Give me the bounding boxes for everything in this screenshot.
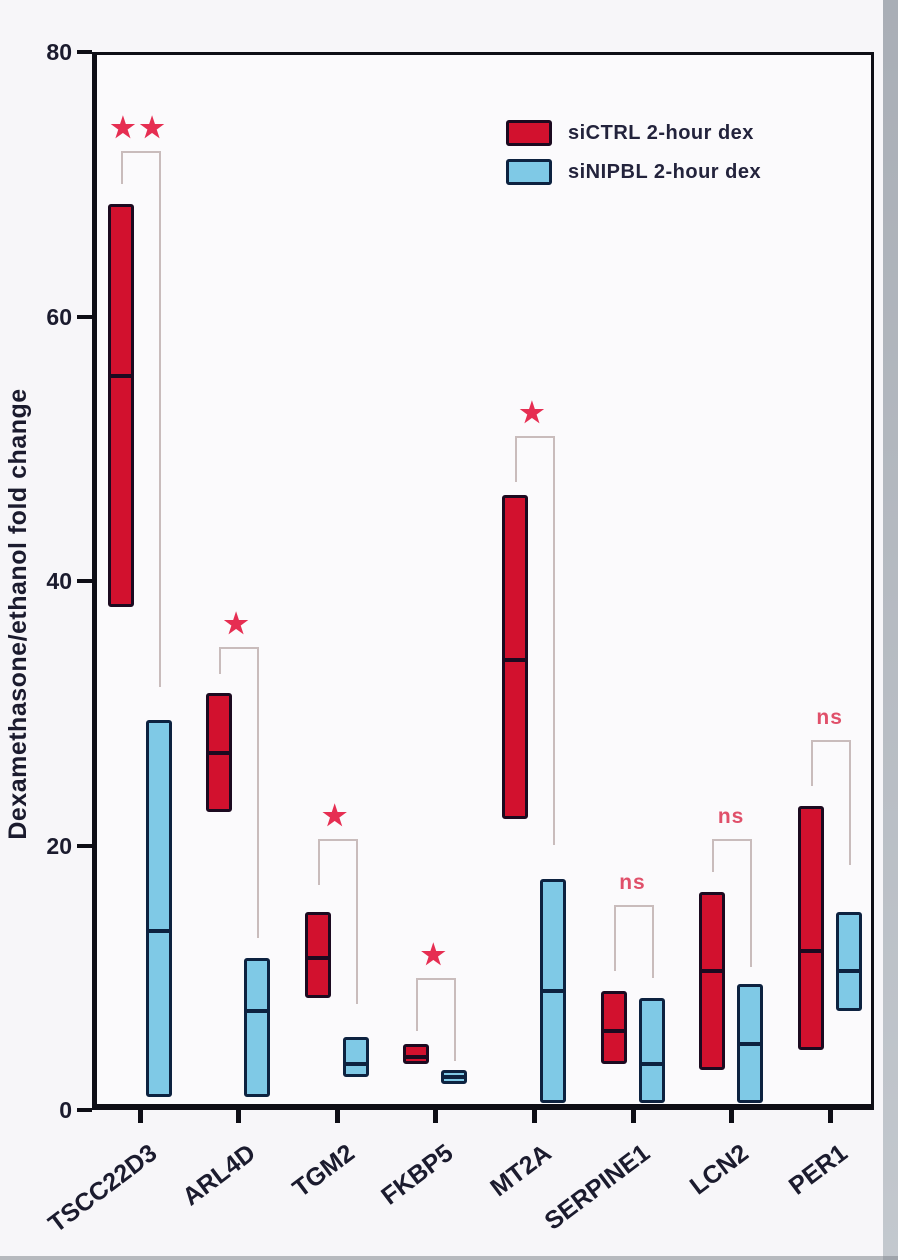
sig-bracket: [810, 739, 849, 742]
sig-bracket: [810, 739, 813, 786]
median-line: [108, 374, 133, 378]
median-line: [700, 969, 725, 974]
y-axis-tick: [77, 314, 92, 319]
sig-bracket: [514, 435, 517, 482]
y-axis-tick: [77, 579, 92, 583]
sig-label: ★: [420, 938, 450, 970]
bar-sictrl: [797, 805, 824, 1051]
x-axis-tick: [729, 1110, 735, 1123]
x-axis-tick: [236, 1110, 242, 1123]
sig-label: ★★: [110, 112, 169, 144]
sig-bracket: [219, 647, 258, 650]
legend-item-sinipbl: siNIPBL 2-hour dex: [506, 159, 761, 185]
bar-sictrl: [699, 891, 726, 1071]
x-axis-category-label: LCN2: [685, 1138, 755, 1201]
median-line: [502, 658, 527, 663]
bar-sinipbl: [244, 957, 271, 1097]
x-axis-tick: [433, 1110, 439, 1123]
sig-bracket: [416, 977, 419, 1031]
bar-sictrl: [107, 204, 134, 608]
sig-bracket: [552, 435, 555, 846]
plot-frame: [92, 52, 874, 1110]
bar-sictrl: [304, 911, 331, 998]
median-line: [442, 1074, 467, 1079]
bar-sictrl: [600, 990, 627, 1064]
median-line: [738, 1041, 763, 1046]
median-line: [343, 1061, 368, 1066]
legend-swatch-sictrl-icon: [506, 120, 552, 146]
sig-bracket: [317, 838, 356, 841]
photo-edge-strip: [0, 1256, 898, 1260]
median-line: [305, 955, 330, 960]
median-line: [639, 1061, 664, 1066]
bar-sinipbl: [835, 911, 862, 1011]
sig-bracket: [120, 151, 159, 154]
sig-label: ★: [223, 608, 253, 640]
legend-swatch-sinipbl-icon: [506, 159, 552, 185]
median-line: [404, 1055, 429, 1060]
photo-edge-band: [883, 0, 898, 1260]
legend-label-sinipbl: siNIPBL 2-hour dex: [568, 160, 762, 183]
sig-bracket: [613, 905, 616, 972]
sig-bracket: [712, 838, 751, 841]
legend: siCTRL 2-hour dex siNIPBL 2-hour dex: [506, 120, 761, 198]
sig-bracket: [712, 838, 715, 872]
sig-bracket: [257, 647, 260, 939]
legend-label-sictrl: siCTRL 2-hour dex: [568, 121, 754, 144]
y-axis-tick-label: 20: [46, 832, 72, 859]
median-line: [245, 1008, 270, 1013]
x-axis-category-label: TSCC22D3: [43, 1138, 163, 1239]
x-axis-category-label: ARL4D: [177, 1138, 262, 1212]
sig-bracket: [750, 838, 753, 968]
sig-bracket: [848, 739, 851, 866]
y-axis-tick-label: 60: [46, 303, 72, 330]
x-axis-category-label: SERPINE1: [539, 1138, 656, 1236]
y-axis-tick: [77, 1108, 92, 1112]
x-axis-category-label: PER1: [783, 1138, 853, 1201]
sig-label: ★: [519, 396, 549, 428]
x-axis-category-label: FKBP5: [375, 1138, 459, 1211]
median-line: [540, 988, 565, 993]
x-axis-category-label: MT2A: [485, 1138, 557, 1203]
y-axis-tick-label: 80: [46, 39, 72, 65]
sig-label: ns: [816, 705, 843, 729]
x-axis-tick: [827, 1110, 833, 1123]
sig-bracket: [514, 435, 553, 438]
bar-sinipbl: [638, 997, 665, 1104]
median-line: [836, 969, 861, 974]
bar-sictrl: [403, 1043, 430, 1064]
sig-bracket: [219, 647, 222, 674]
sig-bracket: [651, 905, 654, 978]
sig-bracket: [120, 151, 123, 185]
x-axis-tick: [531, 1110, 537, 1123]
x-axis-category-label: TGM2: [287, 1138, 360, 1203]
sig-bracket: [158, 151, 161, 687]
median-line: [798, 949, 823, 954]
legend-item-sictrl: siCTRL 2-hour dex: [506, 120, 761, 146]
y-axis-tick-label: 40: [46, 568, 72, 594]
sig-bracket: [416, 977, 455, 980]
bar-sictrl: [501, 495, 528, 820]
bar-sinipbl: [145, 719, 172, 1097]
y-axis-tick-label: 0: [59, 1097, 72, 1123]
sig-bracket: [355, 838, 358, 1005]
sig-bracket: [613, 905, 652, 907]
sig-bracket: [454, 977, 457, 1062]
median-line: [146, 929, 171, 934]
median-line: [207, 750, 232, 755]
x-axis-tick: [137, 1110, 143, 1123]
x-axis-tick: [334, 1110, 340, 1123]
bar-sinipbl: [342, 1037, 369, 1077]
sig-label: ns: [717, 804, 745, 828]
sig-label: ns: [619, 871, 646, 894]
x-axis-tick: [630, 1110, 636, 1123]
sig-bracket: [317, 838, 320, 886]
y-axis-tick: [77, 843, 92, 848]
median-line: [601, 1028, 626, 1033]
y-axis-tick: [77, 50, 92, 54]
sig-label: ★: [322, 799, 352, 831]
